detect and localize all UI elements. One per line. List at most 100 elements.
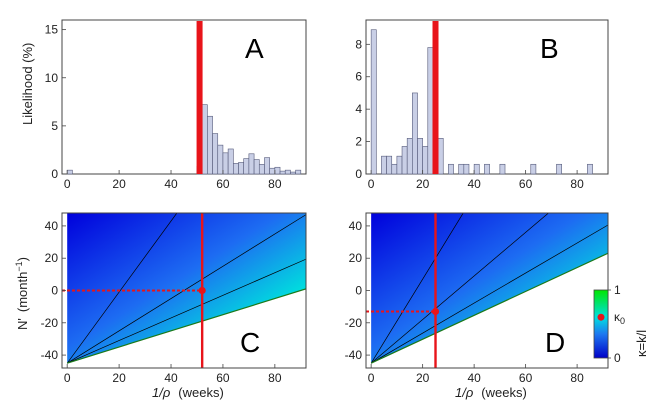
panel-b-marks: 0 20 40 60 80 0 2 4 6 8 [355, 21, 593, 191]
panel-c-letter: C [240, 327, 260, 358]
panel-b-bar [484, 163, 490, 175]
panel-a-bar [212, 133, 219, 175]
panel-b-bar [556, 163, 562, 175]
panel-c-xtick-label: 40 [164, 371, 178, 385]
panel-b-xtick-label: 80 [570, 177, 584, 191]
panel-a-bar [290, 171, 296, 175]
panel-d-ytick-label: 20 [349, 251, 363, 265]
panel-a-bar [227, 148, 234, 175]
panel-b-bar [587, 163, 593, 175]
panel-c-contour-line [67, 258, 306, 364]
panel-d-xtick-label: 40 [467, 371, 481, 385]
panel-b-bar [530, 163, 537, 175]
panel-c-heatmap: 0 20 40 60 80 -40 -20 0 20 40 C N' (month−1) 1/ρ (w… [14, 212, 307, 400]
panel-c-xtick-label: 0 [64, 371, 71, 385]
panel-a-bar [243, 158, 250, 175]
panel-b-bar [391, 163, 398, 175]
panel-b-ytick-label: 8 [355, 37, 362, 51]
panel-a-bar [222, 152, 229, 175]
panel-d-xtick-label: 20 [416, 371, 430, 385]
panel-c-marks: 0 20 40 60 80 -40 -20 0 20 40 [41, 213, 282, 385]
panel-d-xlabel-main: 1/ρ [455, 385, 474, 400]
panel-b-ytick-label: 0 [355, 167, 362, 181]
panel-a-bar [207, 115, 213, 175]
panel-b-bar [412, 92, 418, 175]
panel-b-bar [422, 146, 429, 175]
colorbar-kappa0-base: κ [614, 310, 621, 324]
panel-d-xlabel: 1/ρ (weeks) [455, 385, 527, 400]
panel-b-ytick-label: 2 [355, 135, 362, 149]
colorbar-title: κ=k/l [634, 330, 649, 357]
panel-b-bar [448, 163, 454, 175]
panel-d-heatmap: 0 20 40 60 80 -40 -20 0 20 40 D 1/ρ (weeks) [345, 212, 609, 400]
panel-d-contour-line [370, 224, 608, 364]
panel-a-ytick-label: 0 [51, 167, 58, 181]
panel-b-bar [437, 138, 444, 175]
panel-c-ytick-label: -20 [41, 316, 59, 330]
panel-c-xtick-label: 60 [216, 371, 230, 385]
panel-b-bar [417, 138, 423, 175]
panel-a-bar [201, 104, 208, 175]
panel-a-bar [248, 153, 255, 175]
colorbar-gradient [593, 289, 609, 359]
panel-d-letter: D [545, 327, 565, 358]
panel-d-ytick-label: -40 [345, 348, 363, 362]
panel-a-histogram: 0 20 40 60 80 0 5 10 15 A Likelihood (%) [20, 19, 307, 191]
panel-a-bar [258, 164, 265, 175]
panel-a-xtick-label: 20 [112, 177, 126, 191]
panel-c-xlabel: 1/ρ (weeks) [152, 385, 224, 400]
panel-b-bar [406, 138, 413, 175]
panel-a-ytick-label: 5 [51, 119, 58, 133]
panel-b-bar [427, 47, 434, 175]
panel-c-contour-line [66, 213, 178, 364]
panel-a-bar [274, 166, 281, 175]
panel-c-ytick-label: 20 [45, 251, 59, 265]
panel-b-bar [386, 155, 393, 175]
panel-a-ylabel: Likelihood (%) [20, 43, 35, 125]
panel-d-ytick-label: -20 [345, 316, 363, 330]
panel-a-bar [253, 159, 260, 175]
panel-a-ytick-label: 15 [45, 23, 59, 37]
colorbar-kappa0-marker [597, 313, 605, 321]
panel-c-ylabel: N' (month−1) [14, 257, 30, 330]
panel-b-bar [370, 29, 377, 175]
panel-c-contours [66, 213, 306, 364]
panel-c-lower-boundary [67, 288, 306, 364]
colorbar-kappa0-sub: 0 [620, 316, 625, 326]
colorbar-kappa0-label: κ0 [614, 310, 625, 326]
panel-a-marker-line [196, 21, 203, 174]
panel-d-lower-boundary [370, 252, 608, 364]
panel-c-ytick-label: -40 [41, 348, 59, 362]
panel-a-bar [279, 170, 286, 175]
panel-c-ylabel-main: N' [15, 318, 30, 330]
panel-c-ylabel-close: ) [15, 257, 30, 261]
panel-c-xlabel-unit: (weeks) [178, 385, 224, 400]
panel-c-ytick-label: 0 [51, 284, 58, 298]
panel-d-xtick-label: 0 [368, 371, 375, 385]
panel-b-xtick-label: 60 [519, 177, 533, 191]
colorbar: 1 0 κ0 κ=k/l [593, 283, 649, 365]
panel-b-bar [463, 163, 470, 175]
panel-c-frame [61, 212, 307, 369]
panel-d-field [371, 213, 608, 364]
panel-a-xtick-label: 80 [268, 177, 282, 191]
panel-d-ytick-label: 0 [355, 284, 362, 298]
panel-c-ylabel-exp: −1 [14, 261, 24, 271]
panel-c-ytick-label: 40 [45, 219, 59, 233]
panel-a-bar [217, 144, 224, 175]
panel-a-bar [238, 162, 245, 175]
panel-d-contours [370, 213, 608, 364]
panel-b-marker-line [432, 21, 439, 174]
panel-a-marks: 0 20 40 60 80 0 5 10 15 [45, 21, 302, 191]
panel-d-ytick-label: 40 [349, 219, 363, 233]
panel-d-xlabel-unit: (weeks) [481, 385, 527, 400]
panel-a-xtick-label: 60 [216, 177, 230, 191]
panel-a-ytick-label: 10 [45, 71, 59, 85]
panel-a-bar [264, 157, 270, 175]
colorbar-tick-0: 0 [614, 351, 621, 365]
panel-b-bar [458, 163, 465, 175]
panel-b-ytick-label: 4 [355, 102, 362, 116]
panel-a-bar [295, 169, 302, 175]
panel-c-xlabel-main: 1/ρ [152, 385, 171, 400]
